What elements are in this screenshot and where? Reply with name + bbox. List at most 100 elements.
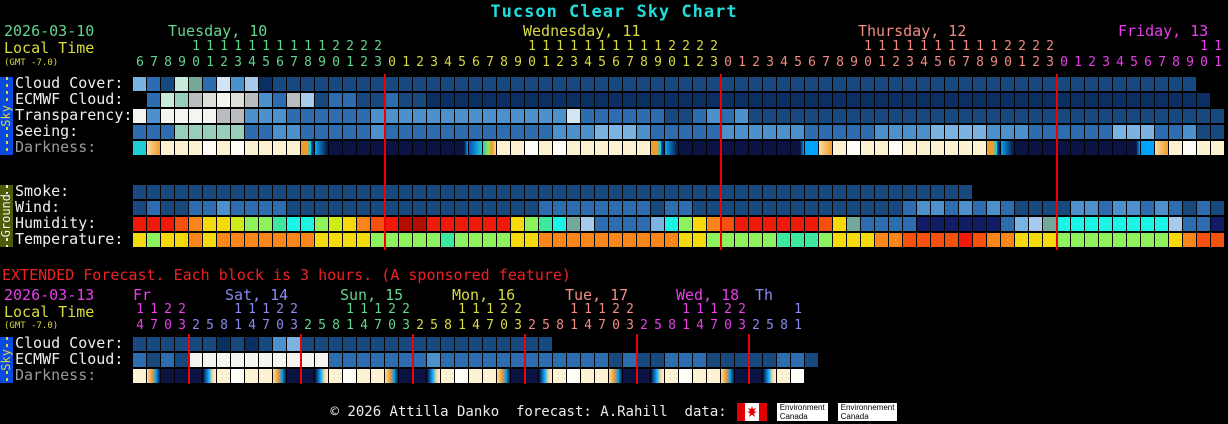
forecast-block[interactable] — [1029, 141, 1042, 155]
forecast-block[interactable] — [357, 125, 370, 139]
forecast-block[interactable] — [1141, 217, 1154, 231]
forecast-block[interactable] — [987, 141, 1000, 155]
forecast-block[interactable] — [259, 185, 272, 199]
forecast-block[interactable] — [875, 233, 888, 247]
forecast-block[interactable] — [1155, 125, 1168, 139]
forecast-block[interactable] — [413, 201, 426, 215]
forecast-block[interactable] — [693, 141, 706, 155]
forecast-block[interactable] — [357, 201, 370, 215]
forecast-block[interactable] — [1015, 77, 1028, 91]
forecast-block[interactable] — [427, 353, 440, 367]
forecast-block[interactable] — [1071, 125, 1084, 139]
forecast-block[interactable] — [441, 217, 454, 231]
forecast-block[interactable] — [805, 109, 818, 123]
forecast-block[interactable] — [245, 353, 258, 367]
forecast-block[interactable] — [945, 77, 958, 91]
forecast-block[interactable] — [861, 185, 874, 199]
forecast-block[interactable] — [595, 125, 608, 139]
forecast-block[interactable] — [217, 353, 230, 367]
forecast-block[interactable] — [819, 125, 832, 139]
forecast-block[interactable] — [483, 201, 496, 215]
forecast-block[interactable] — [469, 109, 482, 123]
forecast-block[interactable] — [1113, 233, 1126, 247]
forecast-block[interactable] — [609, 369, 622, 383]
forecast-block[interactable] — [1071, 201, 1084, 215]
forecast-block[interactable] — [315, 125, 328, 139]
forecast-block[interactable] — [707, 141, 720, 155]
forecast-block[interactable] — [903, 93, 916, 107]
forecast-block[interactable] — [623, 185, 636, 199]
forecast-block[interactable] — [1099, 201, 1112, 215]
forecast-block[interactable] — [819, 77, 832, 91]
forecast-block[interactable] — [469, 369, 482, 383]
forecast-block[interactable] — [1127, 93, 1140, 107]
forecast-block[interactable] — [161, 233, 174, 247]
forecast-block[interactable] — [581, 93, 594, 107]
forecast-block[interactable] — [581, 125, 594, 139]
forecast-block[interactable] — [413, 337, 426, 351]
forecast-block[interactable] — [917, 109, 930, 123]
forecast-block[interactable] — [175, 77, 188, 91]
forecast-block[interactable] — [315, 369, 328, 383]
forecast-block[interactable] — [245, 201, 258, 215]
forecast-block[interactable] — [189, 125, 202, 139]
forecast-block[interactable] — [1127, 217, 1140, 231]
forecast-block[interactable] — [805, 125, 818, 139]
forecast-block[interactable] — [413, 353, 426, 367]
forecast-block[interactable] — [175, 141, 188, 155]
forecast-block[interactable] — [161, 141, 174, 155]
forecast-block[interactable] — [609, 353, 622, 367]
forecast-block[interactable] — [1071, 217, 1084, 231]
forecast-block[interactable] — [385, 369, 398, 383]
forecast-block[interactable] — [329, 93, 342, 107]
forecast-block[interactable] — [637, 93, 650, 107]
forecast-block[interactable] — [749, 233, 762, 247]
forecast-block[interactable] — [567, 353, 580, 367]
forecast-block[interactable] — [1169, 93, 1182, 107]
forecast-block[interactable] — [441, 109, 454, 123]
forecast-block[interactable] — [665, 125, 678, 139]
forecast-block[interactable] — [553, 369, 566, 383]
forecast-block[interactable] — [721, 353, 734, 367]
forecast-block[interactable] — [567, 109, 580, 123]
forecast-block[interactable] — [525, 337, 538, 351]
forecast-block[interactable] — [889, 77, 902, 91]
forecast-block[interactable] — [231, 353, 244, 367]
forecast-block[interactable] — [581, 141, 594, 155]
forecast-block[interactable] — [1127, 77, 1140, 91]
forecast-block[interactable] — [903, 233, 916, 247]
forecast-block[interactable] — [455, 337, 468, 351]
forecast-block[interactable] — [1211, 201, 1224, 215]
forecast-block[interactable] — [595, 353, 608, 367]
forecast-block[interactable] — [511, 369, 524, 383]
forecast-block[interactable] — [455, 109, 468, 123]
forecast-block[interactable] — [175, 185, 188, 199]
forecast-block[interactable] — [217, 337, 230, 351]
forecast-block[interactable] — [399, 353, 412, 367]
forecast-block[interactable] — [147, 353, 160, 367]
forecast-block[interactable] — [1141, 125, 1154, 139]
forecast-block[interactable] — [245, 185, 258, 199]
forecast-block[interactable] — [1155, 217, 1168, 231]
forecast-block[interactable] — [651, 109, 664, 123]
forecast-block[interactable] — [1057, 77, 1070, 91]
forecast-block[interactable] — [245, 337, 258, 351]
forecast-block[interactable] — [567, 217, 580, 231]
forecast-block[interactable] — [959, 217, 972, 231]
forecast-block[interactable] — [847, 201, 860, 215]
forecast-block[interactable] — [315, 217, 328, 231]
forecast-block[interactable] — [329, 233, 342, 247]
forecast-block[interactable] — [931, 93, 944, 107]
forecast-block[interactable] — [455, 201, 468, 215]
forecast-block[interactable] — [147, 141, 160, 155]
forecast-block[interactable] — [945, 185, 958, 199]
forecast-block[interactable] — [721, 141, 734, 155]
forecast-block[interactable] — [1211, 217, 1224, 231]
forecast-block[interactable] — [343, 93, 356, 107]
forecast-block[interactable] — [273, 353, 286, 367]
forecast-block[interactable] — [959, 185, 972, 199]
forecast-block[interactable] — [665, 353, 678, 367]
forecast-block[interactable] — [665, 77, 678, 91]
forecast-block[interactable] — [1029, 233, 1042, 247]
forecast-block[interactable] — [721, 77, 734, 91]
